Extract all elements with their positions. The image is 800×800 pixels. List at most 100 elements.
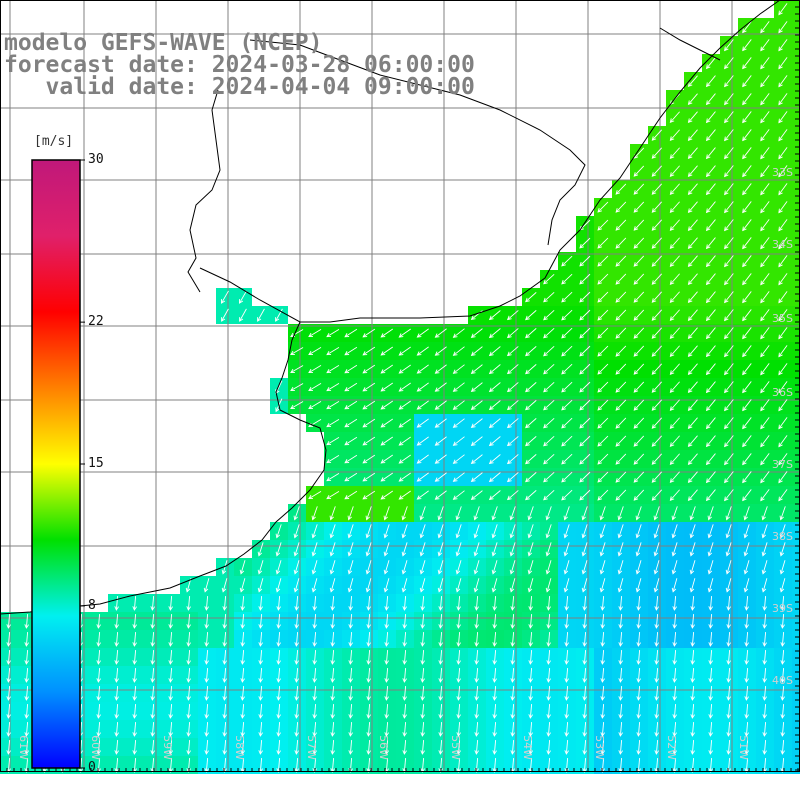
wind-arrow — [546, 667, 551, 683]
wind-arrow — [543, 345, 555, 357]
wind-arrow — [762, 613, 767, 629]
wind-arrow — [651, 471, 663, 483]
wind-arrow — [743, 560, 750, 575]
wind-arrow — [362, 364, 376, 374]
wind-arrow — [470, 454, 483, 464]
wind-speed-cell — [792, 630, 800, 648]
wind-arrow — [114, 613, 119, 629]
wind-arrow — [384, 703, 389, 719]
wind-arrow — [599, 542, 606, 557]
wind-speed-cell — [792, 702, 800, 720]
wind-arrow — [724, 93, 734, 106]
wind-arrow — [239, 560, 246, 575]
wind-arrow — [312, 649, 317, 665]
wind-arrow — [186, 595, 191, 611]
wind-arrow — [726, 631, 731, 647]
wind-arrow — [742, 471, 752, 484]
wind-arrow — [635, 524, 642, 539]
wind-arrow — [618, 595, 623, 611]
longitude-label: 53W — [593, 735, 606, 760]
wind-arrow — [617, 578, 624, 593]
wind-arrow — [420, 631, 425, 647]
wind-arrow — [186, 685, 191, 701]
wind-arrow — [344, 328, 358, 338]
wind-arrow — [633, 399, 645, 411]
wind-arrow — [6, 649, 11, 665]
wind-vectors — [6, 3, 788, 773]
wind-arrow — [778, 417, 788, 430]
wind-arrow — [326, 346, 340, 356]
wind-arrow — [380, 454, 394, 464]
wind-arrow — [724, 273, 734, 286]
wind-arrow — [239, 578, 246, 593]
wind-arrow — [420, 649, 425, 665]
wind-arrow — [615, 219, 627, 231]
wind-arrow — [690, 721, 695, 737]
wind-arrow — [760, 165, 770, 178]
wind-arrow — [6, 685, 11, 701]
wind-arrow — [132, 685, 137, 701]
wind-arrow — [525, 436, 537, 447]
wind-arrow — [525, 328, 537, 339]
wind-arrow — [760, 345, 770, 358]
wind-arrow — [615, 489, 627, 501]
wind-arrow — [762, 649, 767, 665]
wind-arrow — [347, 506, 354, 521]
wind-arrow — [525, 400, 537, 411]
wind-arrow — [669, 147, 680, 159]
wind-arrow — [456, 649, 461, 665]
wind-arrow — [563, 542, 570, 557]
wind-arrow — [437, 524, 444, 539]
wind-arrow — [402, 721, 407, 737]
longitude-labels: 61W 60W 59W 58W 57W 56W 55W 54W 53W 52W 51W — [17, 735, 750, 760]
wind-arrow — [705, 129, 716, 142]
valid-date: valid date: 2024-04-04 09:00:00 — [4, 74, 475, 100]
wind-arrow — [362, 382, 376, 392]
wind-arrow — [743, 542, 750, 557]
wind-arrow — [437, 542, 444, 557]
wind-arrow — [240, 703, 245, 719]
wind-arrow — [761, 542, 768, 557]
wind-arrow — [760, 183, 770, 196]
wind-arrow — [651, 363, 663, 375]
wind-arrow — [742, 219, 752, 232]
wind-arrow — [290, 401, 304, 409]
wind-arrow — [726, 649, 731, 665]
wind-arrow — [384, 631, 389, 647]
wind-arrow — [348, 685, 353, 701]
wind-arrow — [402, 667, 407, 683]
wind-arrow — [705, 453, 716, 466]
wind-arrow — [742, 39, 752, 52]
wind-arrow — [6, 721, 11, 737]
wind-arrow — [96, 613, 101, 629]
wind-arrow — [778, 3, 788, 16]
wind-arrow — [348, 631, 353, 647]
wind-arrow — [724, 129, 734, 142]
wind-arrow — [726, 703, 731, 719]
wind-arrow — [708, 703, 713, 719]
wind-arrow — [294, 739, 299, 755]
wind-arrow — [564, 685, 569, 701]
wind-arrow — [311, 578, 318, 593]
wind-arrow — [203, 578, 210, 593]
wind-arrow — [221, 560, 228, 575]
wind-arrow — [401, 578, 408, 593]
wind-arrow — [636, 667, 641, 683]
wind-arrow — [653, 524, 660, 539]
wind-arrow — [672, 649, 677, 665]
wind-speed-cell — [792, 0, 800, 18]
wind-arrow — [506, 472, 519, 483]
wind-arrow — [398, 490, 411, 500]
wind-arrow — [743, 578, 750, 593]
wind-arrow — [633, 219, 645, 231]
wind-arrow — [618, 721, 623, 737]
wind-arrow — [24, 631, 29, 647]
wind-arrow — [651, 399, 663, 411]
wind-arrow — [708, 721, 713, 737]
wind-arrow — [510, 595, 515, 611]
wind-arrow — [294, 721, 299, 737]
wind-arrow — [654, 595, 659, 611]
wind-arrow — [330, 631, 335, 647]
wind-arrow — [654, 721, 659, 737]
wind-arrow — [452, 346, 465, 356]
